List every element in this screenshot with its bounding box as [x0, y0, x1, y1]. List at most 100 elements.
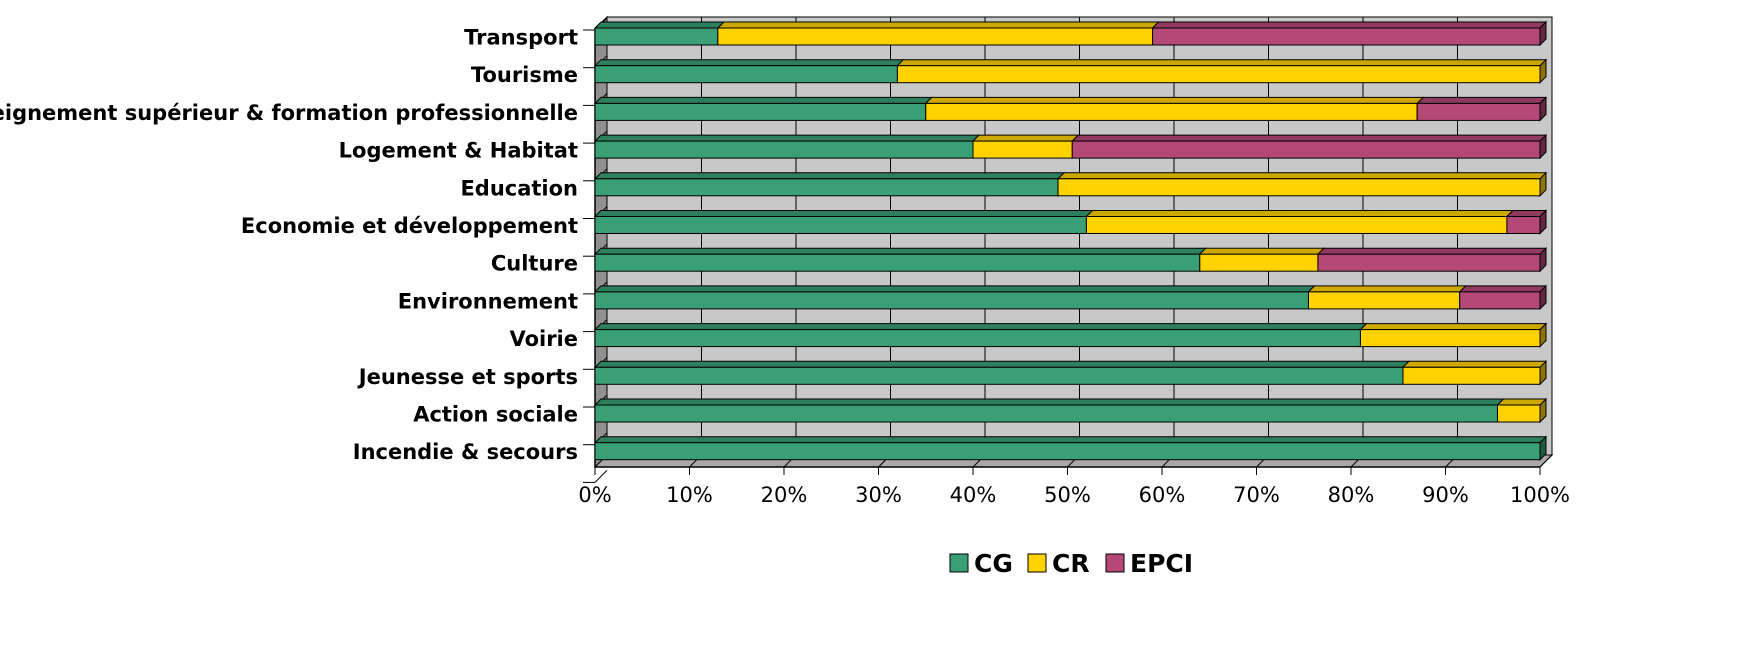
- bar-segment-top: [593, 323, 1368, 331]
- x-tick-label: 50%: [1044, 483, 1091, 507]
- legend-label: EPCI: [1130, 549, 1193, 578]
- category-label: Enseignement supérieur & formation profe…: [0, 101, 578, 125]
- bar-segment-top: [1359, 323, 1548, 331]
- bar-segment: [1496, 404, 1541, 423]
- bar-segment: [594, 253, 1201, 272]
- bar-segment-top: [1071, 134, 1548, 142]
- bar-segment: [594, 366, 1404, 385]
- bar-segment: [1459, 291, 1541, 310]
- bar-segment-top: [1401, 360, 1548, 368]
- bar-segment-top: [716, 21, 1160, 29]
- bar-segment-top: [1307, 285, 1467, 293]
- bar-segment-top: [1151, 21, 1548, 29]
- bar-segment-top: [593, 436, 1548, 444]
- bar-segment-side: [1539, 96, 1547, 122]
- bar-segment: [594, 140, 974, 159]
- bar-segment: [1359, 329, 1541, 348]
- bar-segment: [594, 404, 1498, 423]
- bar-segment-top: [1085, 210, 1515, 217]
- bar-segment: [594, 291, 1309, 310]
- bar-segment: [594, 27, 719, 46]
- bar-segment-top: [593, 21, 726, 29]
- bar-segment: [896, 65, 1541, 84]
- bar-segment-side: [1539, 20, 1547, 47]
- legend-label: CG: [974, 549, 1013, 578]
- bar-segment-side: [1539, 397, 1547, 424]
- bar-segment-top: [593, 398, 1505, 406]
- bar-segment-side: [1539, 360, 1547, 386]
- bar-segment-top: [1505, 210, 1548, 217]
- bar-segment: [594, 178, 1059, 197]
- bar-segment: [1402, 366, 1541, 385]
- legend-swatch: [949, 553, 969, 573]
- x-tick-label: 60%: [1139, 483, 1186, 507]
- legend-swatch: [1105, 553, 1125, 573]
- bar-segment: [1506, 216, 1541, 234]
- x-tick-label: 40%: [950, 483, 997, 507]
- bar-segment: [925, 102, 1418, 121]
- bar-segment-top: [593, 96, 933, 104]
- bar-segment: [594, 102, 927, 121]
- category-label: Transport: [464, 26, 578, 50]
- bar-segment: [1307, 291, 1461, 310]
- x-tick-label: 0%: [578, 483, 611, 507]
- x-tick-label: 10%: [666, 483, 713, 507]
- bar-segment-side: [1539, 284, 1547, 311]
- bar-segment: [972, 140, 1073, 159]
- bar-segment: [1085, 216, 1508, 234]
- x-tick-label: 30%: [855, 483, 902, 507]
- bar-segment-side: [1539, 209, 1547, 235]
- x-gridline-floor: [1539, 454, 1553, 468]
- bar-segment-side: [1539, 171, 1547, 198]
- bar-segment-top: [593, 210, 1094, 217]
- bar-segment-top: [1415, 96, 1548, 104]
- category-label: Environnement: [398, 289, 578, 313]
- bar-segment-top: [1458, 285, 1548, 293]
- bar-segment-top: [896, 59, 1548, 67]
- category-label: Economie et développement: [241, 214, 578, 238]
- bar-segment-side: [1539, 322, 1547, 348]
- bar-segment-top: [593, 247, 1208, 255]
- bar-segment: [1199, 253, 1319, 272]
- bar-segment-side: [1539, 435, 1547, 461]
- bar-segment-top: [1198, 247, 1326, 255]
- y-wall-gridline: [594, 470, 608, 483]
- x-tick-label: 100%: [1510, 483, 1570, 507]
- x-tick-label: 90%: [1422, 483, 1469, 507]
- x-tick-label: 80%: [1328, 483, 1375, 507]
- category-label: Voirie: [509, 327, 578, 351]
- bar-segment: [1057, 178, 1541, 197]
- category-label: Incendie & secours: [353, 440, 578, 464]
- bar-segment-top: [971, 134, 1080, 142]
- x-tick-label: 20%: [761, 483, 808, 507]
- bar-segment: [1416, 102, 1541, 121]
- category-label: Education: [460, 176, 578, 200]
- bar-segment-top: [924, 96, 1425, 104]
- category-label: Jeunesse et sports: [357, 365, 578, 389]
- bar-segment-top: [593, 360, 1411, 368]
- category-label: Culture: [491, 252, 578, 276]
- bar-segment-side: [1539, 133, 1547, 160]
- bar-segment-side: [1539, 246, 1547, 273]
- bar-segment: [594, 65, 898, 84]
- bar-segment-top: [1496, 398, 1548, 406]
- bar-segment-top: [593, 134, 981, 142]
- bar-segment: [594, 216, 1087, 234]
- bar-segment: [594, 329, 1361, 348]
- bar-segment: [1317, 253, 1541, 272]
- legend-swatch: [1027, 553, 1047, 573]
- category-label: Tourisme: [471, 63, 578, 87]
- x-tick-label: 70%: [1233, 483, 1280, 507]
- bar-segment: [1071, 140, 1541, 159]
- bar-segment-top: [1316, 247, 1548, 255]
- bar-segment: [594, 442, 1541, 461]
- category-label: Logement & Habitat: [339, 139, 578, 163]
- bar-segment-top: [1056, 172, 1548, 180]
- bar-segment: [717, 27, 1154, 46]
- bar-segment: [1152, 27, 1541, 46]
- legend-label: CR: [1052, 549, 1090, 578]
- bar-segment-top: [593, 285, 1316, 293]
- bar-segment-top: [593, 172, 1066, 180]
